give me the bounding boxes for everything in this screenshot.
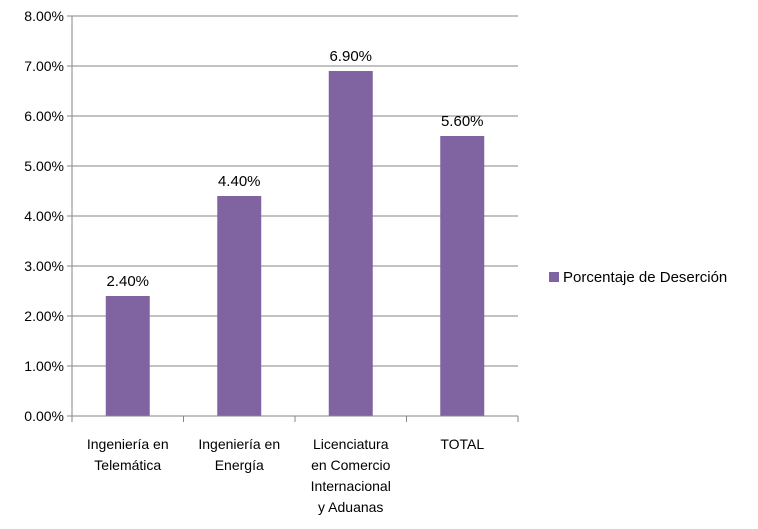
bar: [440, 136, 485, 416]
y-tick-label: 8.00%: [24, 8, 64, 24]
x-category-label-line: Ingeniería en: [198, 436, 280, 452]
legend-swatch: [549, 272, 559, 282]
x-category-label: Ingeniería en Energía: [198, 436, 280, 473]
data-label: 4.40%: [218, 173, 261, 190]
y-tick-label: 3.00%: [24, 258, 64, 274]
x-category-label: Licenciatura en Comercio Internacional y Ad…: [311, 436, 391, 515]
legend: Porcentaje de Deserción: [549, 269, 727, 286]
y-tick-label: 1.00%: [24, 358, 64, 374]
x-axis-category-labels: Ingeniería en Telemática Ingeniería en Ener…: [87, 436, 484, 515]
y-tick-label: 7.00%: [24, 58, 64, 74]
axes: [71, 16, 519, 422]
bars: [105, 71, 485, 416]
bar: [328, 71, 373, 416]
data-label: 5.60%: [441, 113, 484, 130]
legend-label: Porcentaje de Deserción: [563, 269, 727, 286]
y-tick-label: 2.00%: [24, 308, 64, 324]
x-category-label-line: Energía: [215, 457, 264, 473]
x-category-label-line: TOTAL: [440, 436, 484, 452]
bar: [217, 196, 262, 416]
y-tick-label: 0.00%: [24, 408, 64, 424]
y-axis-tick-labels: 0.00% 1.00% 2.00% 3.00% 4.00% 5.00% 6.00% 7.00%…: [24, 8, 64, 424]
x-category-label-line: Internacional: [311, 478, 391, 494]
x-category-label-line: y Aduanas: [318, 499, 383, 515]
x-category-label-line: Telemática: [94, 457, 161, 473]
x-category-label: TOTAL: [440, 436, 484, 452]
data-label: 6.90%: [329, 48, 372, 65]
y-tick-label: 5.00%: [24, 158, 64, 174]
x-category-label-line: Ingeniería en: [87, 436, 169, 452]
x-category-label-line: en Comercio: [311, 457, 391, 473]
data-label: 2.40%: [106, 273, 149, 290]
bar: [105, 296, 150, 416]
y-tick-label: 6.00%: [24, 108, 64, 124]
x-category-label-line: Licenciatura: [313, 436, 389, 452]
y-tick-label: 4.00%: [24, 208, 64, 224]
data-labels: 2.40% 4.40% 6.90% 5.60%: [106, 48, 483, 290]
x-category-label: Ingeniería en Telemática: [87, 436, 169, 473]
